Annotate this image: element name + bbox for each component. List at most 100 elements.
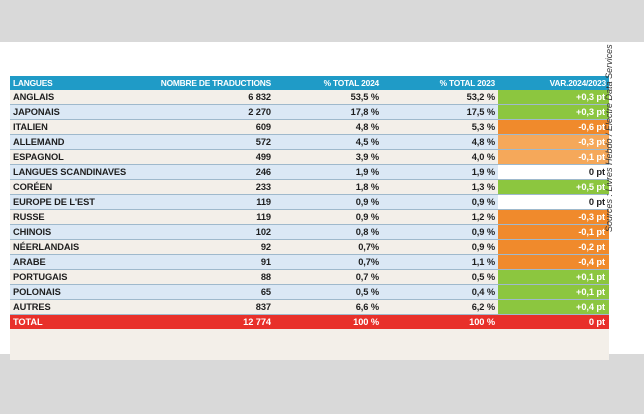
header-total-2023: % TOTAL 2023 — [382, 76, 498, 90]
total-pct-2023: 100 % — [382, 314, 498, 329]
pct-2023-cell: 4,8 % — [382, 134, 498, 150]
count-cell: 88 — [146, 269, 274, 285]
count-cell: 91 — [146, 254, 274, 270]
pct-2023-cell: 0,4 % — [382, 284, 498, 300]
table-row: ARABE 91 0,7% 1,1 % -0,4 pt — [10, 254, 609, 270]
pct-2023-cell: 53,2 % — [382, 90, 498, 105]
table-row: RUSSE 119 0,9 % 1,2 % -0,3 pt — [10, 209, 609, 225]
count-cell: 499 — [146, 149, 274, 165]
count-cell: 92 — [146, 239, 274, 255]
pct-2023-cell: 0,9 % — [382, 194, 498, 210]
pct-2024-cell: 0,7% — [274, 254, 382, 270]
lang-cell: POLONAIS — [10, 284, 146, 300]
pct-2024-cell: 17,8 % — [274, 104, 382, 120]
pct-2024-cell: 3,9 % — [274, 149, 382, 165]
pct-2023-cell: 17,5 % — [382, 104, 498, 120]
table-row: CHINOIS 102 0,8 % 0,9 % -0,1 pt — [10, 224, 609, 240]
table-row: ALLEMAND 572 4,5 % 4,8 % -0,3 pt — [10, 134, 609, 150]
variation-cell: -0,1 pt — [498, 149, 609, 165]
lang-cell: RUSSE — [10, 209, 146, 225]
total-count: 12 774 — [146, 314, 274, 329]
variation-cell: +0,1 pt — [498, 284, 609, 300]
source-note: Sources : Livres Hebdo / Electre Data Se… — [604, 44, 614, 232]
variation-cell: -0,3 pt — [498, 134, 609, 150]
header-langues: LANGUES — [10, 76, 146, 90]
table-row: JAPONAIS 2 270 17,8 % 17,5 % +0,3 pt — [10, 104, 609, 120]
total-pct-2024: 100 % — [274, 314, 382, 329]
variation-cell: 0 pt — [498, 164, 609, 180]
lang-cell: ITALIEN — [10, 119, 146, 135]
variation-cell: +0,1 pt — [498, 269, 609, 285]
lang-cell: PORTUGAIS — [10, 269, 146, 285]
count-cell: 102 — [146, 224, 274, 240]
lang-cell: CHINOIS — [10, 224, 146, 240]
pct-2023-cell: 4,0 % — [382, 149, 498, 165]
pct-2024-cell: 53,5 % — [274, 90, 382, 105]
table-header-row: LANGUES NOMBRE DE TRADUCTIONS % TOTAL 20… — [10, 76, 609, 90]
header-variation: VAR.2024/2023 — [498, 76, 609, 90]
variation-cell: +0,3 pt — [498, 90, 609, 105]
pct-2024-cell: 0,5 % — [274, 284, 382, 300]
variation-cell: -0,3 pt — [498, 209, 609, 225]
lang-cell: ESPAGNOL — [10, 149, 146, 165]
pct-2024-cell: 1,8 % — [274, 179, 382, 195]
top-band — [0, 0, 644, 27]
count-cell: 233 — [146, 179, 274, 195]
header-nombre: NOMBRE DE TRADUCTIONS — [146, 76, 274, 90]
header-total-2024: % TOTAL 2024 — [274, 76, 382, 90]
content-card: LANGUES NOMBRE DE TRADUCTIONS % TOTAL 20… — [0, 42, 644, 360]
variation-cell: -0,1 pt — [498, 224, 609, 240]
pct-2024-cell: 4,8 % — [274, 119, 382, 135]
total-label: TOTAL — [10, 314, 146, 329]
pct-2023-cell: 6,2 % — [382, 299, 498, 315]
table-row: ANGLAIS 6 832 53,5 % 53,2 % +0,3 pt — [10, 90, 609, 105]
pct-2023-cell: 1,3 % — [382, 179, 498, 195]
variation-cell: 0 pt — [498, 194, 609, 210]
pct-2024-cell: 0,9 % — [274, 194, 382, 210]
variation-cell: +0,5 pt — [498, 179, 609, 195]
count-cell: 2 270 — [146, 104, 274, 120]
variation-cell: -0,6 pt — [498, 119, 609, 135]
lang-cell: EUROPE DE L'EST — [10, 194, 146, 210]
variation-cell: -0,2 pt — [498, 239, 609, 255]
count-cell: 837 — [146, 299, 274, 315]
table-row: AUTRES 837 6,6 % 6,2 % +0,4 pt — [10, 299, 609, 315]
count-cell: 119 — [146, 209, 274, 225]
lang-cell: ALLEMAND — [10, 134, 146, 150]
pct-2023-cell: 1,2 % — [382, 209, 498, 225]
variation-cell: +0,3 pt — [498, 104, 609, 120]
variation-cell: -0,4 pt — [498, 254, 609, 270]
translations-table-panel: LANGUES NOMBRE DE TRADUCTIONS % TOTAL 20… — [10, 76, 609, 360]
total-row: TOTAL 12 774 100 % 100 % 0 pt — [10, 314, 609, 329]
lang-cell: LANGUES SCANDINAVES — [10, 164, 146, 180]
table-row: POLONAIS 65 0,5 % 0,4 % +0,1 pt — [10, 284, 609, 300]
pct-2023-cell: 0,9 % — [382, 239, 498, 255]
table-row: LANGUES SCANDINAVES 246 1,9 % 1,9 % 0 pt — [10, 164, 609, 180]
count-cell: 119 — [146, 194, 274, 210]
pct-2024-cell: 0,7 % — [274, 269, 382, 285]
total-variation: 0 pt — [498, 314, 609, 329]
lang-cell: JAPONAIS — [10, 104, 146, 120]
pct-2023-cell: 5,3 % — [382, 119, 498, 135]
count-cell: 609 — [146, 119, 274, 135]
count-cell: 572 — [146, 134, 274, 150]
lang-cell: CORÉEN — [10, 179, 146, 195]
translations-table: LANGUES NOMBRE DE TRADUCTIONS % TOTAL 20… — [10, 76, 609, 329]
pct-2023-cell: 0,9 % — [382, 224, 498, 240]
pct-2024-cell: 0,8 % — [274, 224, 382, 240]
pct-2023-cell: 1,9 % — [382, 164, 498, 180]
table-row: ESPAGNOL 499 3,9 % 4,0 % -0,1 pt — [10, 149, 609, 165]
table-body: ANGLAIS 6 832 53,5 % 53,2 % +0,3 pt JAPONAIS 2… — [10, 90, 609, 329]
table-row: CORÉEN 233 1,8 % 1,3 % +0,5 pt — [10, 179, 609, 195]
lang-cell: NÉERLANDAIS — [10, 239, 146, 255]
lang-cell: AUTRES — [10, 299, 146, 315]
pct-2024-cell: 4,5 % — [274, 134, 382, 150]
pct-2023-cell: 0,5 % — [382, 269, 498, 285]
count-cell: 246 — [146, 164, 274, 180]
count-cell: 6 832 — [146, 90, 274, 105]
table-row: ITALIEN 609 4,8 % 5,3 % -0,6 pt — [10, 119, 609, 135]
lang-cell: ARABE — [10, 254, 146, 270]
table-row: NÉERLANDAIS 92 0,7% 0,9 % -0,2 pt — [10, 239, 609, 255]
pct-2024-cell: 1,9 % — [274, 164, 382, 180]
pct-2023-cell: 1,1 % — [382, 254, 498, 270]
